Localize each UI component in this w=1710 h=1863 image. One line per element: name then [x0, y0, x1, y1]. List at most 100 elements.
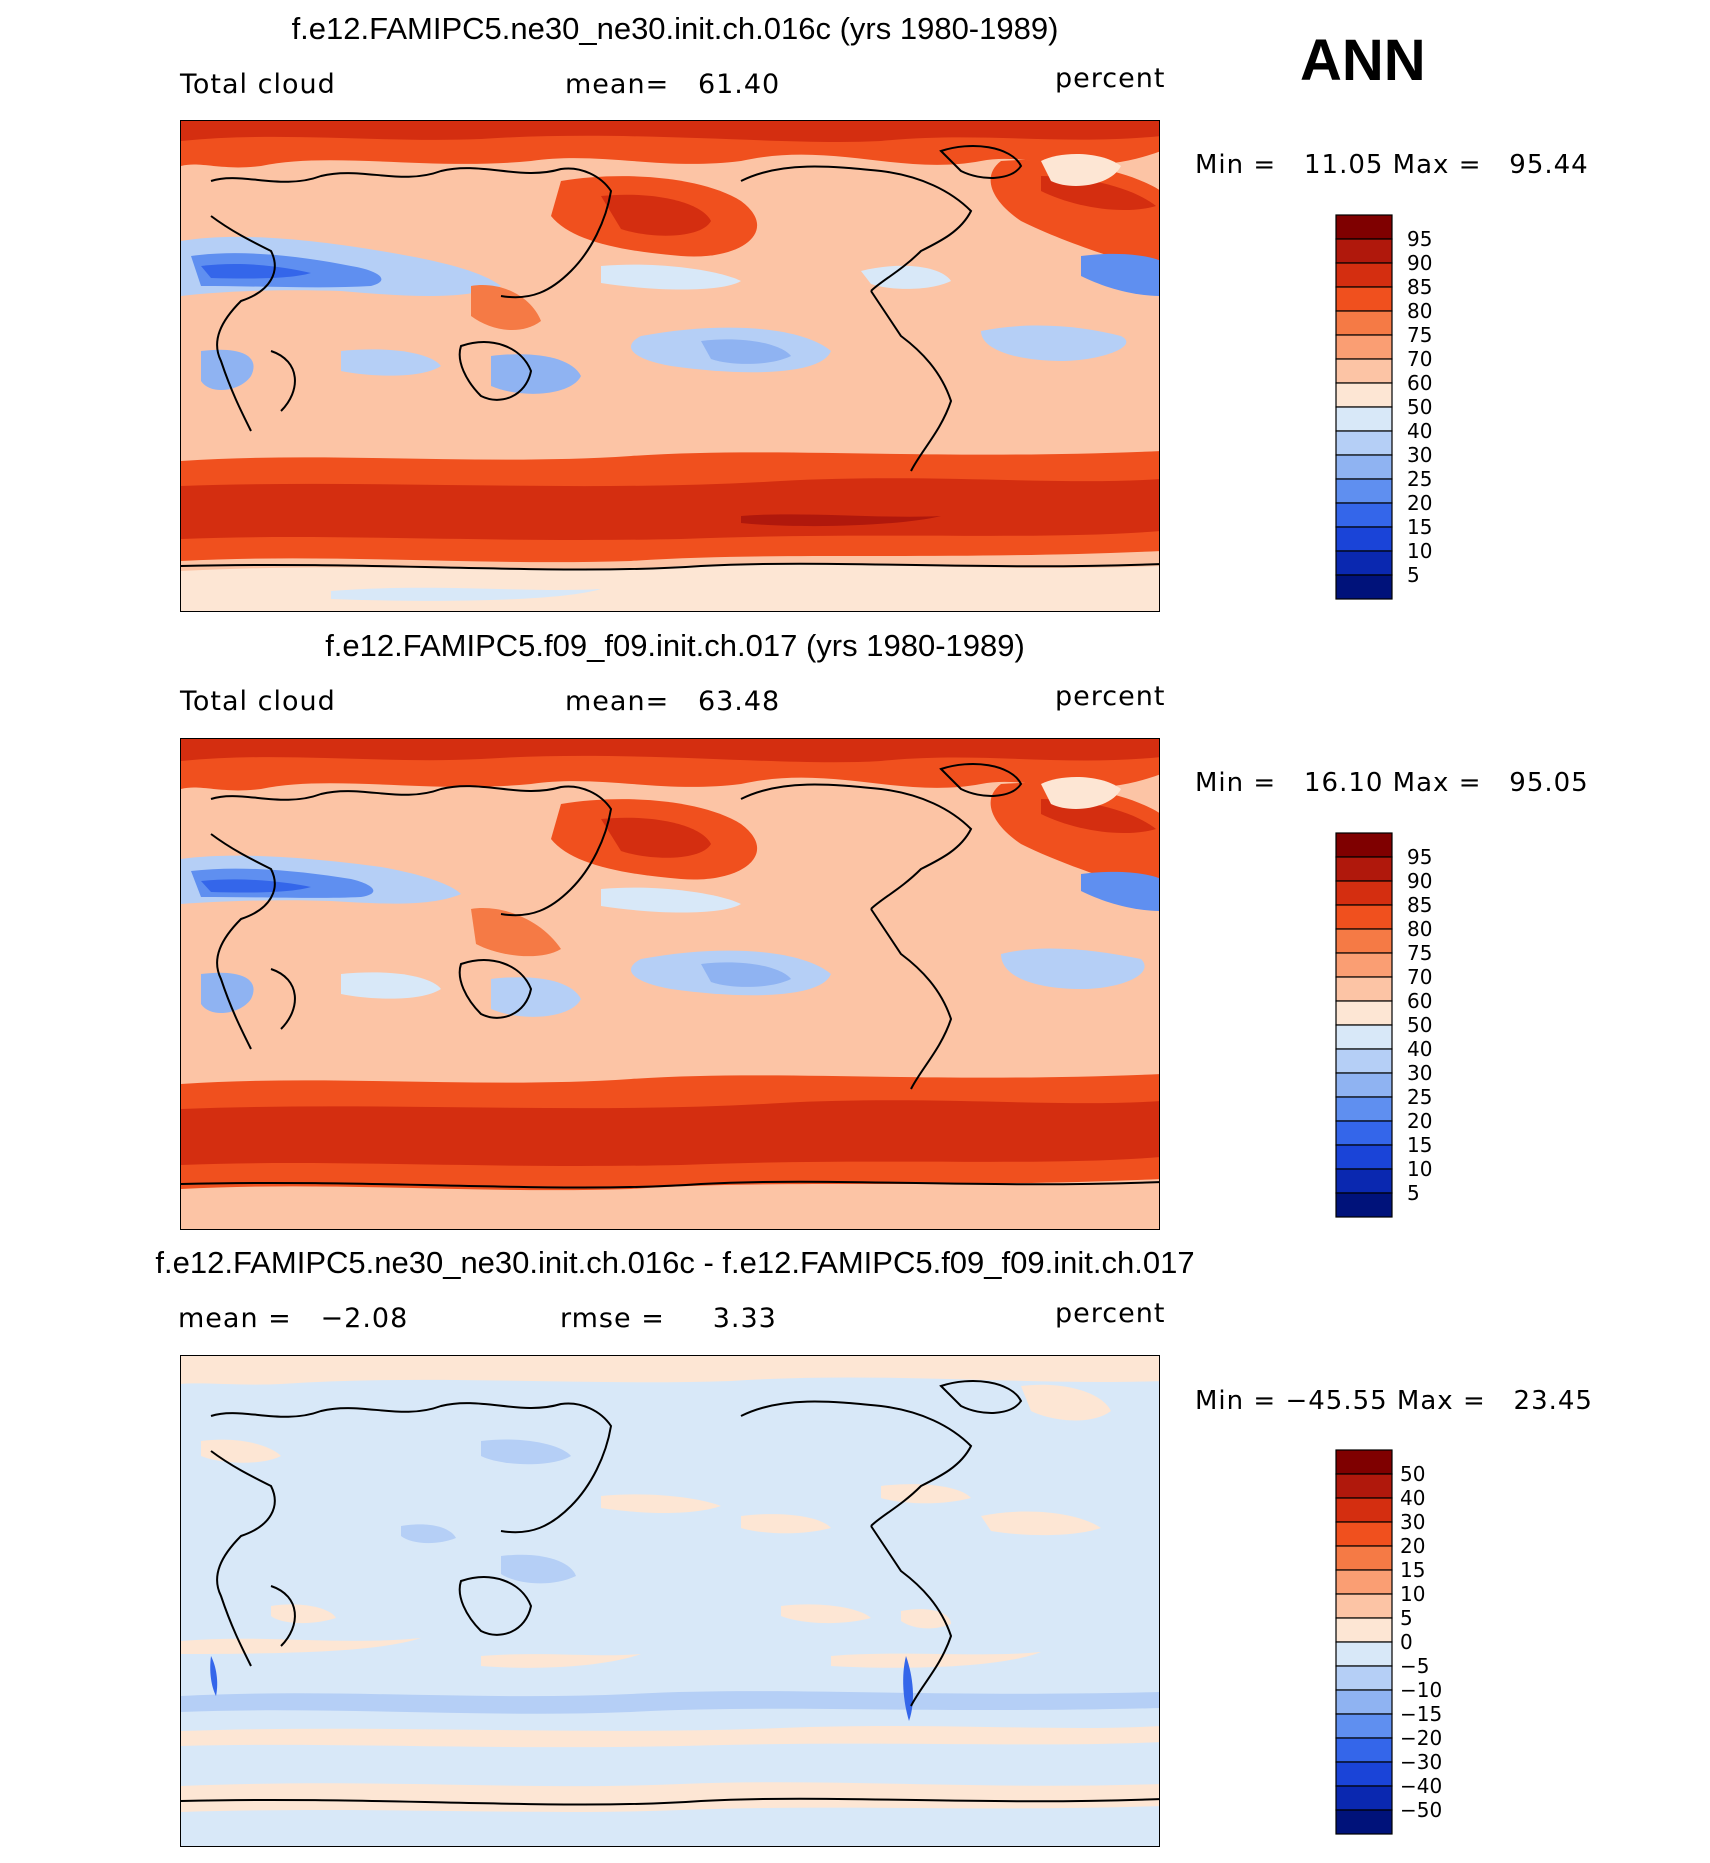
colorbar-swatch	[1335, 502, 1393, 528]
colorbar-swatch	[1335, 1617, 1393, 1643]
panel-2-minmax: Min = 16.10 Max = 95.05	[1195, 768, 1589, 798]
panel-1-title: f.e12.FAMIPC5.ne30_ne30.init.ch.016c (yr…	[291, 11, 1059, 46]
colorbar-swatch	[1335, 904, 1393, 930]
colorbar-tick-label: 90	[1407, 251, 1433, 275]
colorbar-swatch	[1335, 1737, 1393, 1763]
colorbar-swatch	[1335, 310, 1393, 336]
colorbar-swatch	[1335, 976, 1393, 1002]
colorbar-tick-label: −10	[1400, 1678, 1443, 1702]
colorbar-swatch	[1335, 1168, 1393, 1194]
colorbar-tick-label: 5	[1407, 1181, 1420, 1205]
colorbar-tick-label: −40	[1400, 1774, 1443, 1798]
panel-1-units-label: percent	[1055, 63, 1166, 94]
colorbar-swatch	[1335, 526, 1393, 552]
colorbar-tick-label: −30	[1400, 1750, 1443, 1774]
colorbar-swatch	[1335, 880, 1393, 906]
colorbar-tick-label: 50	[1407, 1013, 1433, 1037]
colorbar-tick-label: −20	[1400, 1726, 1443, 1750]
colorbar-tick-label: −50	[1400, 1798, 1443, 1822]
panel-1-contour-field	[181, 121, 1159, 611]
colorbar-swatch	[1335, 1144, 1393, 1170]
colorbar-swatch	[1335, 430, 1393, 456]
colorbar-tick-label: 30	[1407, 1061, 1433, 1085]
colorbar-swatch	[1335, 1689, 1393, 1715]
colorbar-tick-label: 85	[1407, 275, 1433, 299]
colorbar-swatch	[1335, 928, 1393, 954]
colorbar-swatch	[1335, 286, 1393, 312]
colorbar-tick-label: 40	[1407, 419, 1433, 443]
colorbar-tick-label: 10	[1407, 1157, 1433, 1181]
colorbar-swatch	[1335, 382, 1393, 408]
colorbar-tick-label: 50	[1400, 1462, 1426, 1486]
colorbar-tick-label: 25	[1407, 467, 1433, 491]
colorbar-swatch	[1335, 1761, 1393, 1787]
colorbar-tick-label: 30	[1407, 443, 1433, 467]
colorbar-swatch	[1335, 856, 1393, 882]
panel-1-colorbar	[1335, 213, 1393, 606]
colorbar-tick-label: 70	[1407, 965, 1433, 989]
colorbar-swatch	[1335, 1713, 1393, 1739]
colorbar-swatch	[1335, 238, 1393, 264]
colorbar-tick-label: 10	[1400, 1582, 1426, 1606]
colorbar-tick-label: 40	[1407, 1037, 1433, 1061]
colorbar-swatch	[1335, 1545, 1393, 1571]
colorbar-swatch	[1335, 406, 1393, 432]
colorbar-swatch	[1335, 1593, 1393, 1619]
colorbar-swatch	[1335, 334, 1393, 360]
colorbar-swatch	[1335, 214, 1393, 240]
colorbar-tick-label: 85	[1407, 893, 1433, 917]
season-label: ANN	[1300, 28, 1426, 93]
colorbar-swatch	[1335, 1569, 1393, 1595]
colorbar-tick-label: 5	[1400, 1606, 1413, 1630]
colorbar-tick-label: 15	[1407, 1133, 1433, 1157]
colorbar-swatch	[1335, 1497, 1393, 1523]
colorbar-tick-label: 95	[1407, 845, 1433, 869]
colorbar-swatch	[1335, 1000, 1393, 1026]
panel-2-variable-label: Total cloud	[180, 686, 336, 717]
panel-3-rmse-label: rmse = 3.33	[560, 1303, 777, 1334]
panel-3-colorbar	[1335, 1448, 1393, 1841]
panel-2-mean-label: mean= 63.48	[565, 686, 781, 717]
colorbar-swatch	[1335, 1809, 1393, 1835]
colorbar-swatch	[1335, 1024, 1393, 1050]
colorbar-swatch	[1335, 1120, 1393, 1146]
panel-3-contour-field	[181, 1356, 1159, 1846]
colorbar-tick-label: 15	[1407, 515, 1433, 539]
colorbar-tick-label: 20	[1407, 491, 1433, 515]
colorbar-tick-label: 95	[1407, 227, 1433, 251]
colorbar-tick-label: 80	[1407, 299, 1433, 323]
colorbar-swatch	[1335, 478, 1393, 504]
panel-1-minmax: Min = 11.05 Max = 95.44	[1195, 150, 1589, 180]
colorbar-swatch	[1335, 574, 1393, 600]
colorbar-swatch	[1335, 1096, 1393, 1122]
panel-1-variable-label: Total cloud	[180, 69, 336, 100]
panel-3-map	[180, 1355, 1160, 1847]
colorbar-swatch	[1335, 1521, 1393, 1547]
colorbar-tick-label: −15	[1400, 1702, 1443, 1726]
colorbar-swatch	[1335, 454, 1393, 480]
colorbar-swatch	[1335, 1072, 1393, 1098]
colorbar-tick-label: 30	[1400, 1510, 1426, 1534]
colorbar-tick-label: 60	[1407, 371, 1433, 395]
colorbar-tick-label: 5	[1407, 563, 1420, 587]
colorbar-swatch	[1335, 1641, 1393, 1667]
colorbar-swatch	[1335, 1473, 1393, 1499]
colorbar-tick-label: −5	[1400, 1654, 1430, 1678]
colorbar-tick-label: 20	[1400, 1534, 1426, 1558]
panel-2-colorbar	[1335, 831, 1393, 1224]
colorbar-swatch	[1335, 1665, 1393, 1691]
colorbar-swatch	[1335, 1785, 1393, 1811]
colorbar-swatch	[1335, 1449, 1393, 1475]
colorbar-swatch	[1335, 262, 1393, 288]
colorbar-tick-label: 90	[1407, 869, 1433, 893]
colorbar-tick-label: 25	[1407, 1085, 1433, 1109]
panel-2-contour-field	[181, 739, 1159, 1229]
colorbar-tick-label: 10	[1407, 539, 1433, 563]
colorbar-tick-label: 15	[1400, 1558, 1426, 1582]
colorbar-tick-label: 75	[1407, 941, 1433, 965]
colorbar-swatch	[1335, 550, 1393, 576]
panel-3-mean-label: mean = −2.08	[178, 1303, 409, 1334]
colorbar-tick-label: 80	[1407, 917, 1433, 941]
panel-2-units-label: percent	[1055, 681, 1166, 712]
panel-3-minmax: Min = −45.55 Max = 23.45	[1195, 1386, 1593, 1416]
